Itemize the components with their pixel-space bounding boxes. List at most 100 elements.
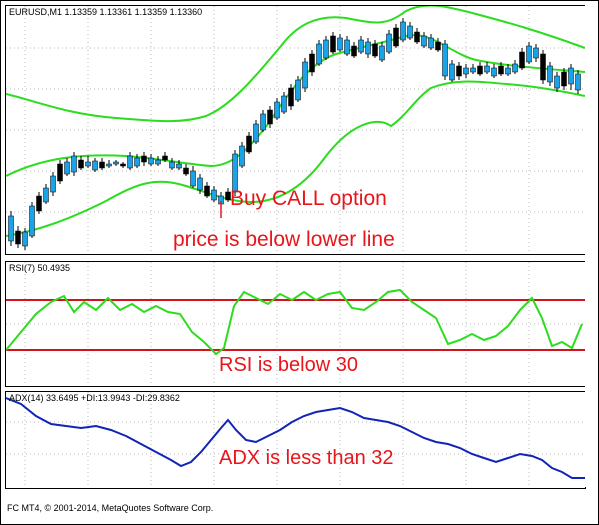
candle-body xyxy=(106,163,112,167)
candle-body xyxy=(127,155,133,169)
candle-body xyxy=(302,61,308,89)
candle-body xyxy=(309,53,315,73)
rsi-grid xyxy=(6,262,585,386)
annotation-price-below: price is below lower line xyxy=(173,228,395,251)
candle-body xyxy=(274,101,280,119)
candle-body xyxy=(85,161,91,167)
candle-body xyxy=(533,47,539,59)
candle-body xyxy=(442,43,448,77)
candle-body xyxy=(120,163,126,167)
candle-body xyxy=(8,215,14,242)
candle-body xyxy=(22,231,28,247)
candle-body xyxy=(15,230,21,245)
candle-body xyxy=(239,145,245,167)
candle-body xyxy=(386,33,392,53)
candle-body xyxy=(36,195,42,212)
candle-body xyxy=(568,67,574,85)
candle-body xyxy=(463,67,469,75)
adx-canvas[interactable] xyxy=(6,392,585,488)
candle-body xyxy=(519,51,525,69)
price-chart-canvas[interactable] xyxy=(6,6,585,254)
candle-body xyxy=(393,27,399,47)
candle-body xyxy=(526,45,532,63)
candle-body xyxy=(246,135,252,153)
price-header: EURUSD,M1 1.13359 1.13361 1.13359 1.1336… xyxy=(9,7,203,17)
price-grid xyxy=(6,6,585,254)
candle-body xyxy=(71,155,77,173)
candle-body xyxy=(323,39,329,59)
annotation-buy-call: Buy CALL option xyxy=(230,187,387,210)
candle-body xyxy=(183,167,189,175)
candlesticks xyxy=(8,18,581,250)
candle-body xyxy=(92,160,98,171)
candle-body xyxy=(50,175,56,193)
adx-header: ADX(14) 33.6495 +DI:13.9943 -DI:29.8362 xyxy=(9,393,180,403)
candle-body xyxy=(148,157,154,165)
candle-body xyxy=(232,153,238,193)
rsi-pane[interactable]: RSI(7) 50.4935 xyxy=(5,261,586,387)
candle-body xyxy=(449,63,455,81)
candle-body xyxy=(477,65,483,75)
candle-body xyxy=(267,109,273,125)
candle-body xyxy=(260,113,266,131)
rsi-header: RSI(7) 50.4935 xyxy=(9,263,71,273)
bollinger-bands xyxy=(6,6,585,237)
price-chart-pane[interactable]: EURUSD,M1 1.13359 1.13361 1.13359 1.1336… xyxy=(5,5,586,255)
candle-body xyxy=(365,41,371,55)
candle-body xyxy=(316,43,322,65)
candle-body xyxy=(498,65,504,75)
candle-body xyxy=(379,45,385,61)
candle-body xyxy=(225,191,231,201)
candle-body xyxy=(211,189,217,201)
candle-body xyxy=(64,161,70,175)
candle-body xyxy=(414,31,420,43)
candle-body xyxy=(113,161,119,165)
candle-body xyxy=(428,37,434,49)
annotation-rsi-below: RSI is below 30 xyxy=(219,354,358,376)
candle-body xyxy=(351,45,357,57)
candle-body xyxy=(190,170,196,187)
candle-body xyxy=(253,123,259,143)
adx-grid xyxy=(6,392,585,488)
candle-body xyxy=(435,41,441,51)
band-line-2 xyxy=(6,80,585,237)
adx-line xyxy=(6,397,585,479)
candle-body xyxy=(295,79,301,101)
candle-body xyxy=(162,155,168,161)
candle-body xyxy=(505,67,511,75)
rsi-canvas[interactable] xyxy=(6,262,585,386)
candle-body xyxy=(554,75,560,89)
candle-body xyxy=(43,187,49,203)
band-line-0 xyxy=(6,6,585,123)
candle-body xyxy=(141,155,147,163)
candle-body xyxy=(176,163,182,169)
candle-body xyxy=(169,161,175,169)
candle-body xyxy=(288,87,294,107)
candle-body xyxy=(358,39,364,53)
candle-body xyxy=(99,161,105,169)
candle-body xyxy=(78,159,84,169)
band-line-1 xyxy=(6,34,585,177)
candle-body xyxy=(484,65,490,73)
candle-body xyxy=(155,159,161,165)
rsi-line xyxy=(6,288,583,356)
candle-body xyxy=(456,65,462,77)
copyright-footer: FC MT4, © 2001-2014, MetaQuotes Software… xyxy=(7,503,214,513)
candle-body xyxy=(575,73,581,91)
candle-body xyxy=(372,43,378,57)
candle-body xyxy=(344,39,350,55)
candle-body xyxy=(29,205,35,237)
candle-body xyxy=(330,35,336,53)
candle-body xyxy=(540,53,546,81)
candle-body xyxy=(337,37,343,51)
candle-body xyxy=(407,25,413,39)
candle-body xyxy=(197,177,203,191)
candle-body xyxy=(204,185,210,197)
adx-pane[interactable]: ADX(14) 33.6495 +DI:13.9943 -DI:29.8362 xyxy=(5,391,586,489)
candle-body xyxy=(400,21,406,41)
candle-body xyxy=(421,35,427,47)
candle-body xyxy=(470,67,476,73)
candle-body xyxy=(491,67,497,77)
candle-body xyxy=(281,95,287,113)
candle-body xyxy=(512,63,518,73)
